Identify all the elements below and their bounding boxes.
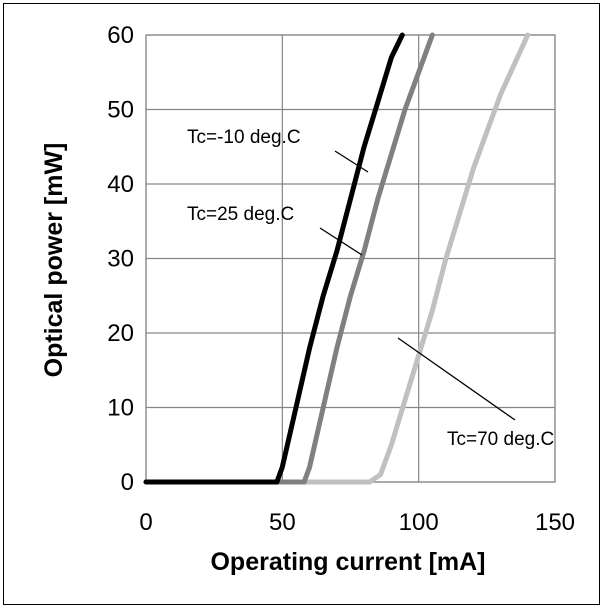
series-lines bbox=[143, 32, 531, 485]
y-tick-label: 10 bbox=[107, 395, 134, 422]
x-tick-labels: 0 50 100 150 bbox=[139, 509, 575, 536]
series-line-2 bbox=[143, 32, 435, 485]
series-annotation-2: Tc=25 deg.C bbox=[187, 204, 294, 225]
annotation-leader-line bbox=[334, 150, 369, 173]
annotation-leader-line bbox=[319, 227, 363, 256]
y-tick-label: 0 bbox=[121, 469, 134, 496]
grid bbox=[145, 34, 556, 483]
annotations: Tc=-10 deg.C Tc=25 deg.C Tc=70 deg.C bbox=[187, 127, 554, 450]
x-tick-label: 50 bbox=[269, 509, 296, 536]
series-annotation-3: Tc=70 deg.C bbox=[447, 429, 554, 450]
x-tick-label: 150 bbox=[535, 509, 575, 536]
y-tick-labels: 0 10 20 30 40 50 60 bbox=[107, 22, 134, 496]
x-axis-title: Operating current [mA] bbox=[210, 548, 485, 576]
series-line-3 bbox=[143, 32, 531, 485]
y-axis-title: Optical power [mW] bbox=[40, 143, 68, 378]
y-tick-label: 20 bbox=[107, 320, 134, 347]
y-tick-label: 40 bbox=[107, 171, 134, 198]
series-line-1 bbox=[143, 32, 405, 485]
annotation-leader-line bbox=[397, 337, 516, 421]
y-tick-label: 60 bbox=[107, 22, 134, 49]
x-tick-label: 0 bbox=[139, 509, 152, 536]
chart-frame bbox=[3, 3, 600, 605]
y-tick-label: 50 bbox=[107, 97, 134, 124]
y-tick-label: 30 bbox=[107, 246, 134, 273]
series-annotation-1: Tc=-10 deg.C bbox=[187, 127, 301, 148]
x-tick-label: 100 bbox=[399, 509, 439, 536]
